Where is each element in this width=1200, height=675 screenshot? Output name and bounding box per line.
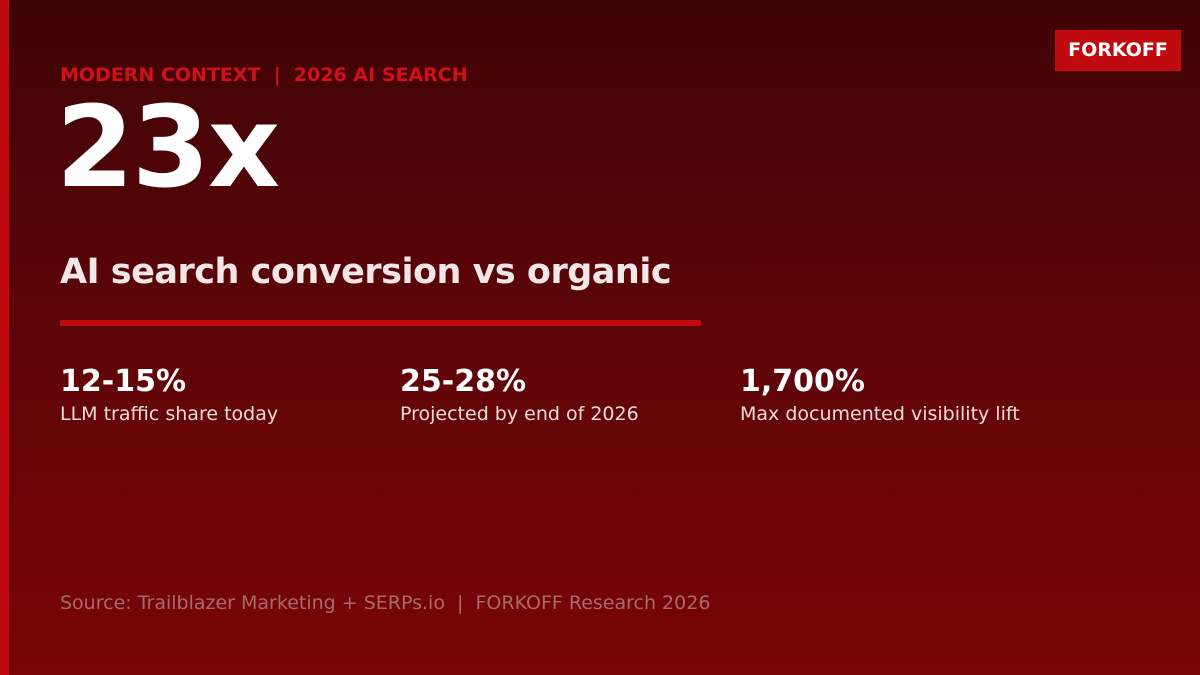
eyebrow: MODERN CONTEXT | 2026 AI SEARCH bbox=[60, 64, 468, 86]
stat-value: 25-28% bbox=[400, 364, 527, 399]
divider bbox=[60, 320, 701, 326]
stat-label: LLM traffic share today bbox=[60, 403, 279, 425]
stat: 12-15% LLM traffic share today bbox=[60, 364, 278, 425]
accent-edge bbox=[0, 0, 9, 675]
stat: 25-28% Projected by end of 2026 bbox=[400, 364, 639, 425]
source: Source: Trailblazer Marketing + SERPs.io… bbox=[60, 592, 711, 614]
headline: 23x bbox=[56, 83, 280, 213]
stat-label: Max documented visibility lift bbox=[740, 403, 1020, 425]
brand-badge: FORKOFF bbox=[1055, 30, 1181, 71]
stat-value: 1,700% bbox=[740, 364, 865, 399]
stat-value: 12-15% bbox=[60, 364, 187, 399]
subtitle: AI search conversion vs organic bbox=[60, 252, 672, 292]
stat: 1,700% Max documented visibility lift bbox=[740, 364, 1020, 425]
stat-label: Projected by end of 2026 bbox=[400, 403, 639, 425]
